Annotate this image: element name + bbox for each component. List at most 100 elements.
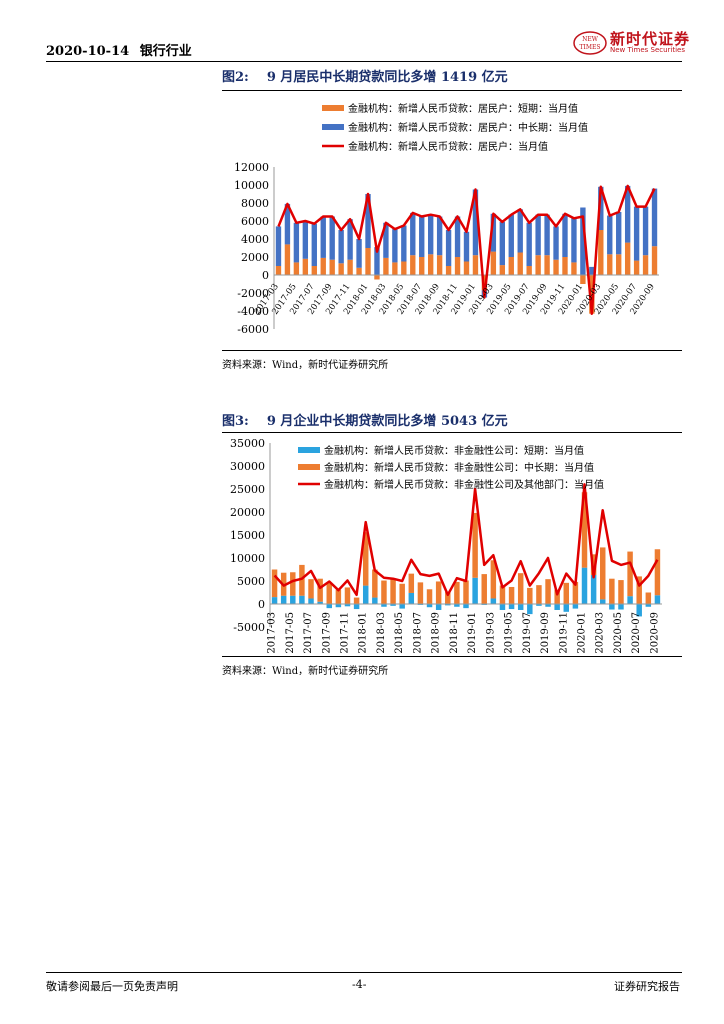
svg-text:NEW: NEW <box>582 36 599 43</box>
x-tick-label: 2018-03 <box>376 612 387 654</box>
bar-series2-2018-04 <box>392 229 398 263</box>
bar-series1-2019-10 <box>553 259 559 275</box>
bar-series2-2018-09 <box>435 581 442 604</box>
bar-series1-2018-10 <box>445 604 451 606</box>
x-tick-label: 2019-05 <box>504 612 515 654</box>
bar-series1-2018-11 <box>454 604 460 607</box>
x-tick-label: 2020-05 <box>613 612 624 654</box>
line-series-total <box>277 184 656 315</box>
figure-3-bottom-rule <box>222 656 682 657</box>
y-tick-label: -6000 <box>237 323 269 336</box>
bar-series2-2020-05 <box>616 212 622 255</box>
bar-series2-2018-05 <box>399 583 405 604</box>
bar-series2-2017-12 <box>356 239 362 268</box>
bar-series1-2017-03 <box>271 597 278 604</box>
bar-series2-2020-03 <box>598 186 604 230</box>
bar-series1-2019-07 <box>526 266 532 275</box>
bar-series2-2017-05 <box>290 572 296 596</box>
bar-series1-2017-12 <box>353 604 360 610</box>
bar-series1-2019-12 <box>572 604 579 609</box>
x-tick-label: 2019-01 <box>467 612 478 654</box>
y-tick-label: -2000 <box>237 287 269 300</box>
bar-series1-2017-06 <box>302 258 309 275</box>
bar-series2-2020-01 <box>581 492 588 568</box>
figure-3-caption: 9 月企业中长期贷款同比多增 5043 亿元 <box>266 414 508 429</box>
bar-series1-2018-11 <box>454 257 461 275</box>
bar-series1-2020-06 <box>624 242 631 275</box>
bar-series2-2018-11 <box>454 216 461 257</box>
bar-series1-2018-06 <box>408 592 415 604</box>
bar-series2-2017-06 <box>302 221 309 259</box>
bar-series1-2018-07 <box>419 257 425 275</box>
bar-series1-2020-05 <box>616 254 622 275</box>
bar-series1-2017-10 <box>338 263 344 275</box>
bar-series1-2017-08 <box>317 601 323 604</box>
bar-series2-2018-07 <box>419 216 425 257</box>
bar-series2-2019-06 <box>517 209 523 253</box>
bar-series2-2020-03 <box>600 547 606 600</box>
bar-series2-2017-07 <box>311 223 317 266</box>
x-tick-label: 2020-01 <box>577 612 588 654</box>
chart-household-loans: -6000 -4000 -2000 0 2000 4000 6000 8000 10000 120… <box>234 102 659 336</box>
bar-series1-2020-09 <box>651 246 658 275</box>
legend-label-3: 金融机构：新增人民币贷款：非金融性公司及其他部门：当月值 <box>324 478 604 491</box>
bar-series1-2017-11 <box>344 604 351 607</box>
bar-series1-2017-11 <box>347 259 353 275</box>
bar-series2-2019-08 <box>536 585 542 604</box>
bar-series1-2019-10 <box>554 604 560 610</box>
x-tick-label: 2019-03 <box>485 612 496 654</box>
figure-2-source: 资料来源：Wind，新时代证券研究所 <box>222 360 389 371</box>
svg-text:TIMES: TIMES <box>579 44 600 51</box>
y-tick-label: 5000 <box>237 575 265 588</box>
bar-series1-2019-09 <box>544 255 550 275</box>
bar-series1-2018-06 <box>410 255 416 275</box>
figure-3-top-rule <box>222 432 682 433</box>
date-text: 2020-10-14 <box>46 44 130 59</box>
logo-badge-icon: NEW TIMES <box>573 31 607 55</box>
bar-series2-2018-10 <box>445 230 452 266</box>
bar-series2-2017-05 <box>293 222 300 263</box>
figure-3-source: 资料来源：Wind，新时代证券研究所 <box>222 666 389 677</box>
bar-series1-2017-10 <box>335 604 342 608</box>
bar-series1-2018-04 <box>392 262 398 275</box>
bar-series1-2020-04 <box>607 254 613 275</box>
x-tick-label: 2018-09 <box>431 612 442 654</box>
bar-series2-2020-08 <box>645 592 652 604</box>
bar-series2-2019-11 <box>563 582 570 604</box>
bar-series1-2017-08 <box>320 257 326 275</box>
x-tick-label: 2019-11 <box>558 612 569 654</box>
bar-series2-2017-12 <box>353 597 360 604</box>
bar-series1-2018-04 <box>390 604 396 606</box>
bar-series1-2020-02 <box>590 575 597 604</box>
bar-series1-2020-01 <box>581 567 588 604</box>
bar-series1-2020-05 <box>618 604 624 610</box>
bar-series1-2018-12 <box>463 261 470 275</box>
bar-series2-2019-12 <box>571 218 577 263</box>
bar-series2-2018-01 <box>362 532 369 586</box>
bar-series1-2020-03 <box>600 599 606 604</box>
bar-series1-2019-12 <box>571 262 577 275</box>
bar-series2-2019-01 <box>472 189 479 256</box>
bar-series2-2020-07 <box>633 206 640 261</box>
x-tick-label: 2017-11 <box>339 612 350 654</box>
bar-series2-2019-07 <box>527 587 533 604</box>
figure-3-title: 图3: 9 月企业中长期贷款同比多增 5043 亿元 <box>222 410 508 429</box>
y-tick-label: -5000 <box>233 621 265 634</box>
bar-series1-2020-04 <box>609 604 615 610</box>
footer-divider <box>46 972 682 973</box>
bar-series1-2017-07 <box>308 598 314 604</box>
company-logo: NEW TIMES 新时代证券 New Times Securities <box>572 28 692 60</box>
bar-series1-2020-08 <box>645 604 652 607</box>
bar-series2-2018-05 <box>401 225 407 262</box>
bar-series1-2017-04 <box>280 595 287 604</box>
footer-disclaimer: 敬请参阅最后一页免责声明 <box>46 980 178 993</box>
bar-series2-2020-09 <box>654 549 661 596</box>
x-tick-label: 2019-07 <box>522 612 533 654</box>
bar-series1-2019-06 <box>517 604 524 610</box>
bar-series1-2020-07 <box>636 604 642 617</box>
bar-series2-2018-02 <box>374 247 380 275</box>
figure-2-top-rule <box>222 90 682 91</box>
report-date: 2020-10-14 银行行业 <box>46 40 192 59</box>
bar-series1-2018-03 <box>383 257 389 275</box>
bar-series1-2018-09 <box>435 604 442 610</box>
